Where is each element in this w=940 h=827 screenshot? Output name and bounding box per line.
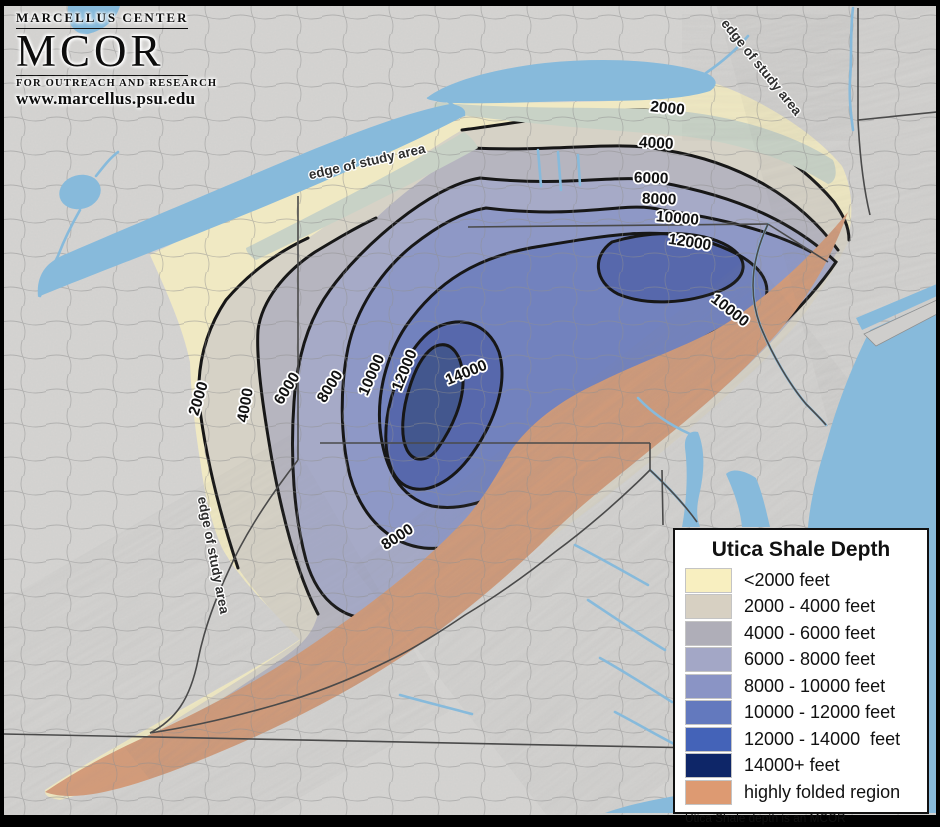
legend-label: 8000 - 10000 feet [744,675,886,696]
state-borders [4,8,936,749]
delaware-bay [726,470,770,527]
legend-swatch-10000-12000 [685,700,732,725]
legend-row: 10000 - 12000 feet [685,700,917,725]
legend-swatch-12000-14000 [685,726,732,752]
legend-label: <2000 feet [744,569,830,590]
long-island-sound [856,284,936,330]
border-md-va [649,469,698,523]
mcor-acronym: MCOR [16,26,165,76]
legend-label: 14000+ feet [744,755,840,775]
legend-title: Utica Shale Depth [711,538,891,561]
st-lawrence-river [704,34,750,75]
legend-row: <2000 feet [685,567,917,593]
contour-label: 12000 [667,231,712,255]
legend-row: 14000+ feet [685,753,917,778]
mcor-center-name: MARCELLUS CENTER [16,10,188,29]
border-ny-nj [767,223,829,263]
mcor-tagline: FOR OUTREACH AND RESEARCH [16,74,216,89]
contour-label: 2000 [649,98,685,119]
legend-swatch-14000plus [685,753,732,778]
contour-label: 4000 [639,134,674,153]
susquehanna-river [636,396,692,436]
contour-label: 6000 [634,169,669,187]
legend-label: 4000 - 6000 feet [744,622,876,643]
border-pa-ny [467,223,769,228]
border-va-nc [4,733,701,749]
long-island [863,300,936,347]
border-mason-dixon [320,442,664,526]
contour-label: 10000 [655,208,699,229]
legend-label: highly folded region [744,781,901,802]
detroit-river [38,150,120,298]
contour-label: 8000 [642,190,677,208]
legend-swatch-8000-10000 [685,673,732,699]
border-wv-va [149,469,651,734]
border-nj-pa [752,223,827,426]
finger-lakes [536,148,582,192]
legend-swatch-lt2000 [685,567,732,593]
legend-swatch-folded [685,779,732,805]
chesapeake-bay-head [682,431,704,527]
mcor-logo: MARCELLUS CENTER MCOR FOR OUTREACH AND R… [16,10,216,109]
mcor-website: www.marcellus.psu.edu [16,88,196,108]
legend-row: 8000 - 10000 feet [685,673,917,699]
lake-erie [37,104,466,297]
border-ny-newengland [857,8,936,216]
legend-row: highly folded region [685,779,917,805]
lake-ontario [426,60,716,104]
legend-label: 12000 - 14000 feet [744,728,901,749]
legend-label: 2000 - 4000 feet [744,596,876,616]
legend-row: 12000 - 14000 feet [685,726,917,752]
border-ohio-river [149,459,299,734]
lake-st-clair [59,174,101,210]
hudson-river [848,6,855,132]
legend-note: Utica Shale depth is an MCOR interpretat… [685,811,876,827]
virginia-rivers [398,543,680,748]
legend-label: 6000 - 8000 feet [744,649,876,669]
legend-swatch-4000-6000 [685,620,732,646]
lake-huron-edge [67,6,120,35]
legend: Utica Shale Depth <2000 feet 2000 - 4000… [673,528,929,827]
niagara-river [444,98,466,117]
legend-row: 2000 - 4000 feet [685,594,917,619]
legend-row: 6000 - 8000 feet [685,647,917,672]
legend-swatch-2000-4000 [685,594,732,619]
legend-label: 10000 - 12000 feet [744,702,896,722]
legend-swatch-6000-8000 [685,647,732,672]
legend-row: 4000 - 6000 feet [685,620,917,646]
